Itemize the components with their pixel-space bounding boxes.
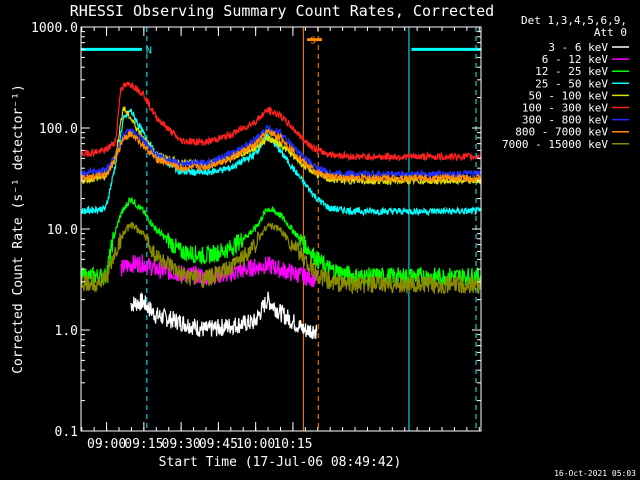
y-tick-label-2: 10.0 <box>47 223 78 238</box>
y-tick-label-0: 1000.0 <box>31 21 78 36</box>
x-tick-label-0: 09:00 <box>87 437 126 452</box>
y-tick-label-1: 100.0 <box>39 122 78 137</box>
legend-label-1: 6 - 12 keV <box>542 53 609 66</box>
legend-label-4: 50 - 100 keV <box>529 89 609 102</box>
series-line-5 <box>81 81 481 162</box>
series-group <box>81 81 481 340</box>
top-marker-label-1: S <box>310 36 316 47</box>
series-line-3 <box>81 108 481 217</box>
legend-label-6: 300 - 800 keV <box>522 114 608 127</box>
legend-label-0: 3 - 6 keV <box>548 41 608 54</box>
legend-label-8: 7000 - 15000 keV <box>502 138 608 151</box>
legend-label-2: 12 - 25 keV <box>535 65 608 78</box>
series-line-0 <box>130 291 318 340</box>
x-axis-label: Start Time (17-Jul-06 08:49:42) <box>159 455 402 470</box>
x-tick-label-5: 10:15 <box>273 437 312 452</box>
plot-layer: NS <box>80 27 481 431</box>
x-tick-label-1: 09:15 <box>124 437 163 452</box>
x-tick-label-2: 09:30 <box>162 437 201 452</box>
y-axis-label: Corrected Count Rate (s⁻¹ detector⁻¹) <box>11 84 26 374</box>
legend-header-line2: Att 0 <box>594 26 627 39</box>
series-line-1 <box>120 254 318 287</box>
series-line-8 <box>81 221 481 295</box>
y-tick-label-4: 0.1 <box>55 425 78 440</box>
series-line-7 <box>81 128 481 184</box>
legend-label-5: 100 - 300 keV <box>522 102 608 115</box>
footer-timestamp: 16-Oct-2021 05:03 <box>554 469 636 478</box>
x-tick-label-4: 10:00 <box>236 437 275 452</box>
y-tick-label-3: 1.0 <box>55 324 78 339</box>
legend-header-line1: Det 1,3,4,5,6,9, <box>521 14 627 27</box>
chart-title: RHESSI Observing Summary Count Rates, Co… <box>70 2 494 20</box>
top-marker-label-0: N <box>146 45 152 56</box>
series-line-2 <box>81 196 481 288</box>
axis-layer: 1000.0 100.0 10.0 1.0 0.1 09:0009:1509:3009:4… <box>31 21 481 452</box>
legend-label-7: 800 - 7000 keV <box>515 126 608 139</box>
legend-label-3: 25 - 50 keV <box>535 77 608 90</box>
x-tick-label-3: 09:45 <box>199 437 238 452</box>
